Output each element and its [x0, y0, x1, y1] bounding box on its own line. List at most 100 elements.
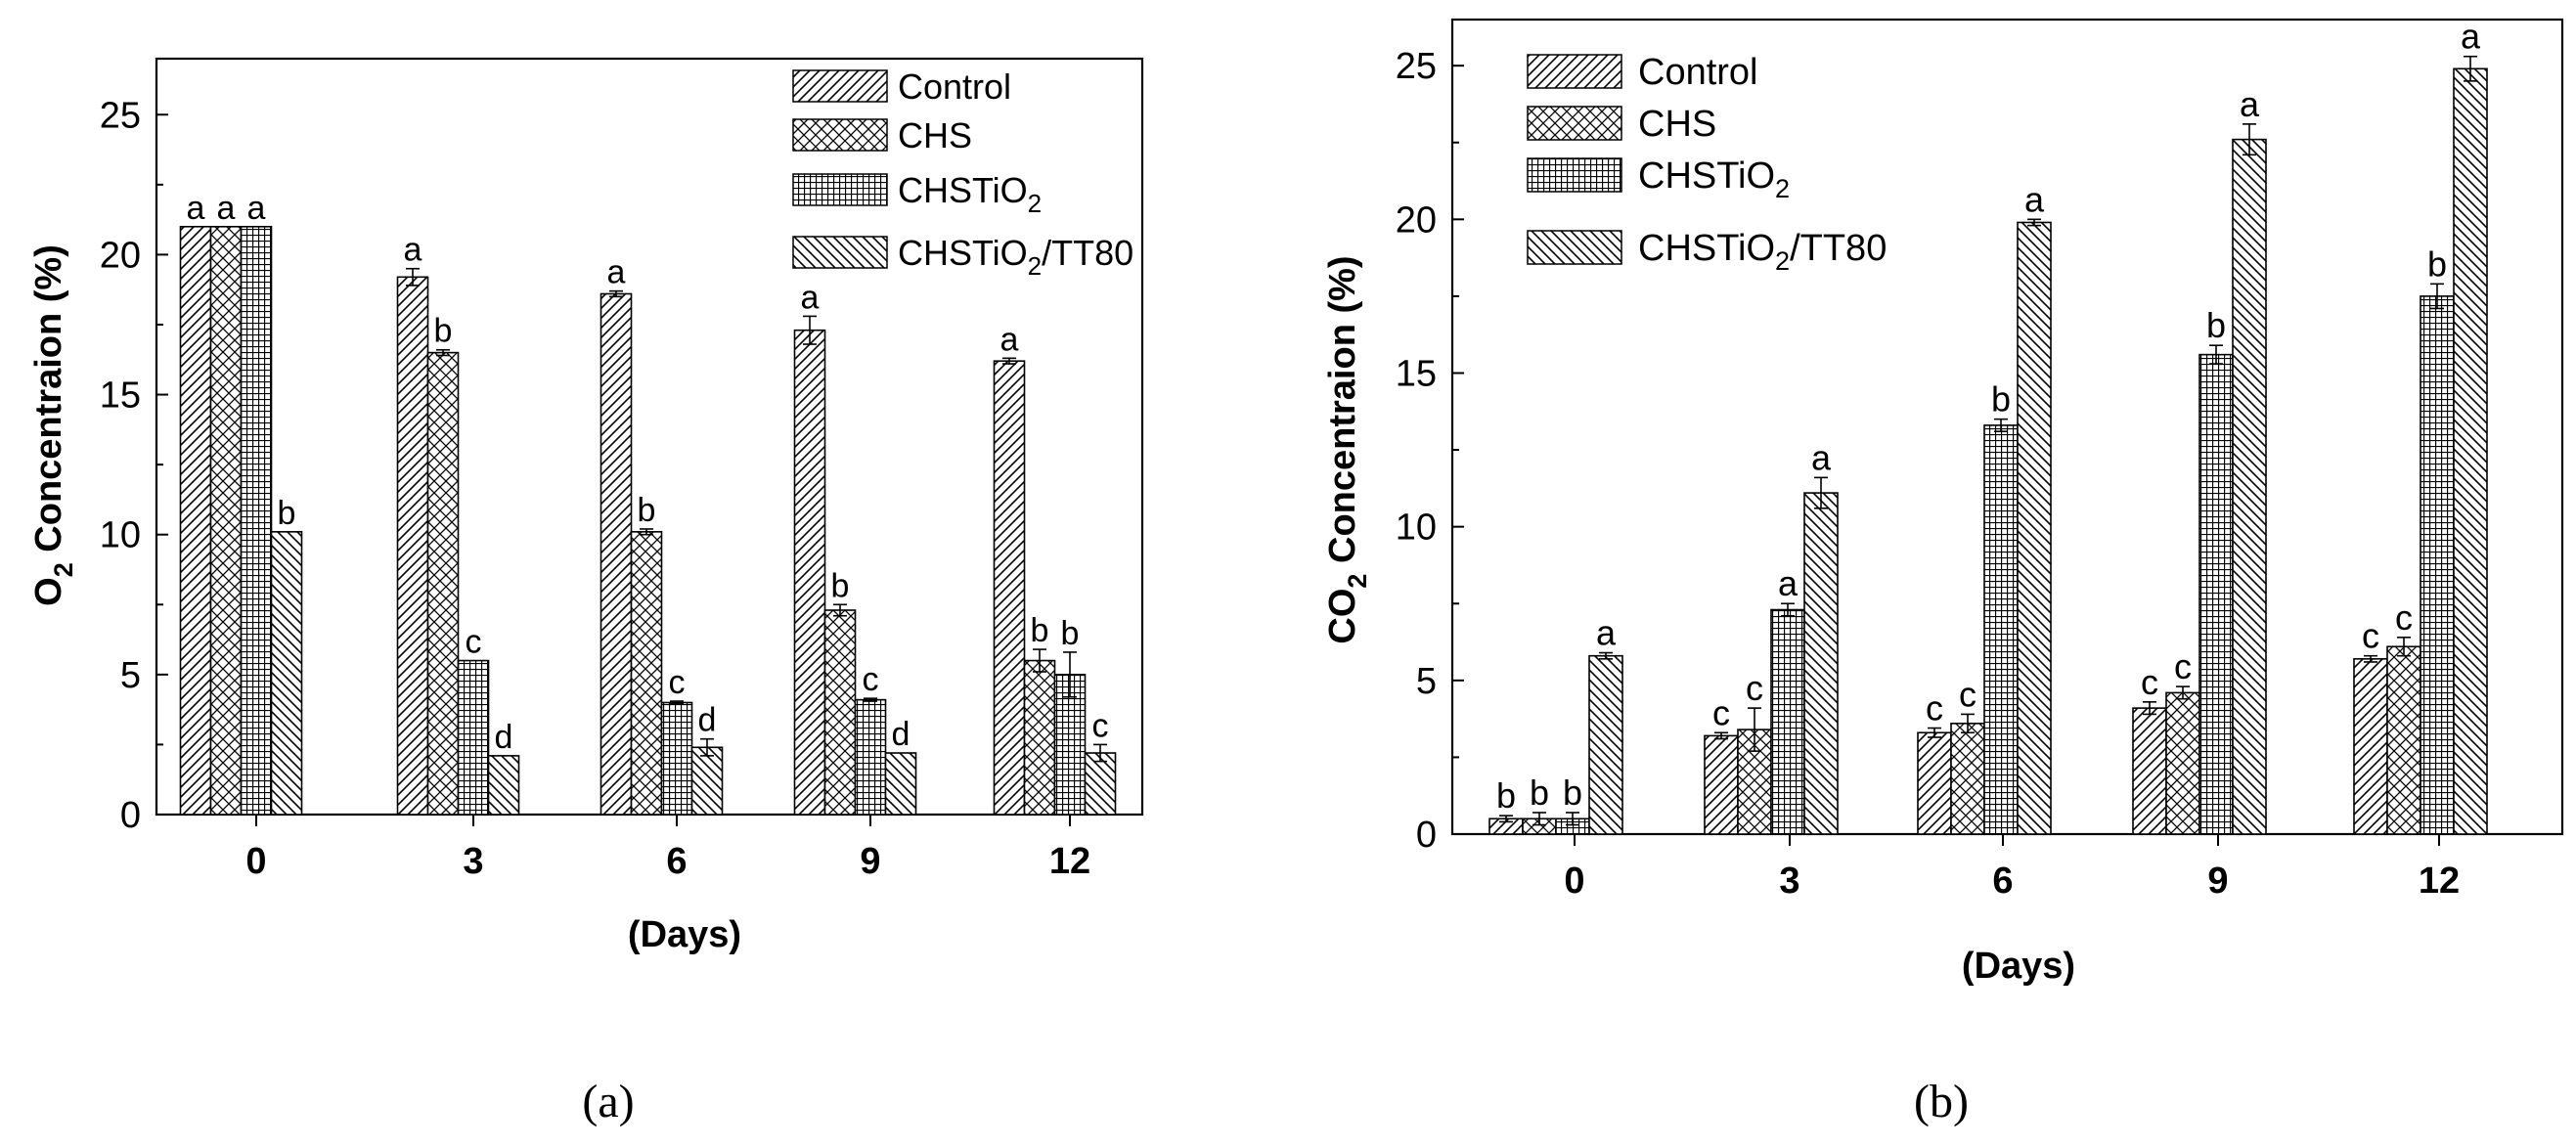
- legend-label-chstio2-tt80: CHSTiO2/TT80: [1638, 228, 1887, 276]
- bar: [2232, 138, 2267, 835]
- x-tick-label: 0: [245, 841, 266, 882]
- bar: [270, 531, 303, 816]
- bar: [2198, 353, 2234, 835]
- y-tick-label: 0: [1416, 815, 1437, 856]
- significance-letter: a: [1596, 613, 1617, 653]
- significance-letter: a: [1778, 563, 1799, 603]
- bar: [884, 752, 917, 816]
- x-tick-label: 6: [666, 841, 687, 882]
- significance-letter: c: [1959, 674, 1976, 714]
- significance-letter: b: [1530, 773, 1549, 813]
- panel-b-errorbars: [1499, 55, 2477, 826]
- bar: [1983, 424, 2019, 835]
- legend-item: Control: [1527, 52, 1758, 93]
- x-tick-label: 9: [2207, 861, 2228, 902]
- bar: [1917, 731, 1952, 835]
- y-tick-label: 5: [120, 655, 141, 696]
- bar: [2420, 295, 2455, 835]
- significance-letter: c: [1712, 692, 1730, 732]
- significance-letter: b: [638, 492, 656, 529]
- significance-letter: c: [1746, 668, 1763, 708]
- bar: [1588, 654, 1623, 835]
- legend-label-control: Control: [898, 66, 1011, 107]
- legend-item: CHSTiO2/TT80: [792, 233, 1133, 281]
- legend-label-control: Control: [1638, 52, 1758, 93]
- bar: [1950, 723, 1985, 835]
- y-tick-label: 5: [1416, 661, 1437, 702]
- bar: [660, 701, 693, 816]
- significance-letter: b: [2206, 305, 2226, 345]
- significance-letter: c: [2174, 646, 2192, 686]
- panel-a-y-axis-label: O2 Concentraion (%): [28, 244, 78, 606]
- legend-item: Control: [792, 66, 1011, 107]
- x-tick-label: 0: [1564, 861, 1584, 902]
- bar: [1084, 752, 1117, 816]
- x-tick-label: 3: [463, 841, 483, 882]
- x-tick-label: 9: [860, 841, 880, 882]
- bar: [1770, 608, 1805, 835]
- significance-letter: d: [495, 719, 513, 756]
- legend-swatch-chs: [792, 118, 888, 152]
- panel-b-y-axis-label: CO2 Concentraion (%): [1322, 255, 1372, 643]
- bar: [396, 276, 429, 816]
- significance-letter: b: [2427, 243, 2447, 284]
- bar: [1023, 659, 1056, 816]
- legend-swatch-control: [792, 69, 888, 103]
- significance-letter: a: [2024, 179, 2045, 219]
- significance-letter: a: [1811, 437, 1832, 477]
- bar: [690, 746, 724, 816]
- significance-letter: c: [466, 624, 482, 661]
- significance-letter: c: [2395, 597, 2413, 638]
- bar: [240, 225, 273, 816]
- significance-letter: b: [278, 495, 296, 532]
- bar: [2453, 67, 2488, 835]
- legend-label-chstio2: CHSTiO2: [1638, 155, 1790, 203]
- panel-b-label: (b): [1914, 1076, 1969, 1127]
- bar: [993, 360, 1026, 816]
- bar: [487, 755, 520, 816]
- y-tick-label: 0: [120, 795, 141, 836]
- bar: [630, 531, 663, 816]
- significance-letter: a: [1000, 321, 1019, 358]
- bar: [2132, 707, 2167, 835]
- panel-a-x-axis-label: (Days): [628, 914, 741, 955]
- significance-letter: c: [669, 664, 686, 701]
- legend-item: CHSTiO2: [792, 170, 1042, 218]
- legend-label-chs: CHS: [898, 115, 972, 155]
- significance-letter: c: [863, 661, 879, 698]
- y-tick-label: 20: [1396, 199, 1437, 241]
- panel-a-x-ticks: 0 3 6 9 12: [245, 815, 1090, 882]
- significance-letter: b: [1061, 615, 1080, 652]
- legend-swatch-chstio2-tt80: [1527, 230, 1622, 265]
- bar: [1803, 492, 1839, 835]
- significance-letter: c: [2362, 616, 2379, 656]
- significance-letter: c: [1926, 688, 1943, 729]
- legend-label-chs: CHS: [1638, 104, 1716, 145]
- significance-letter: a: [607, 254, 626, 291]
- significance-letter: a: [404, 232, 422, 269]
- legend-swatch-chstio2-tt80: [792, 236, 888, 269]
- panel-a-y-ticks: 0 5 10 15 20 25: [100, 95, 168, 836]
- legend-swatch-chstio2: [1527, 157, 1622, 193]
- bar: [2386, 645, 2421, 835]
- significance-letter: a: [2461, 17, 2481, 57]
- panel-a: (a) (Days) O2 Concentraion (%) aaaaaabbb…: [28, 57, 1144, 1127]
- bar: [426, 351, 460, 816]
- significance-letter: b: [1496, 775, 1516, 816]
- significance-letter: b: [1031, 612, 1049, 649]
- bar: [793, 329, 826, 816]
- bar: [854, 698, 887, 816]
- significance-letter: c: [2141, 662, 2158, 702]
- panel-b-x-axis-label: (Days): [1962, 946, 2075, 987]
- significance-letter: d: [892, 716, 910, 753]
- y-tick-label: 10: [100, 515, 141, 556]
- x-tick-label: 6: [1992, 861, 2013, 902]
- significance-letter: a: [801, 279, 820, 316]
- y-tick-label: 25: [100, 95, 141, 136]
- bar: [1704, 734, 1739, 835]
- panel-b-x-ticks: 0 3 6 9 12: [1564, 834, 2460, 902]
- panel-a-legend: Control CHS CHSTiO2 CHSTiO2/TT80: [792, 66, 1133, 281]
